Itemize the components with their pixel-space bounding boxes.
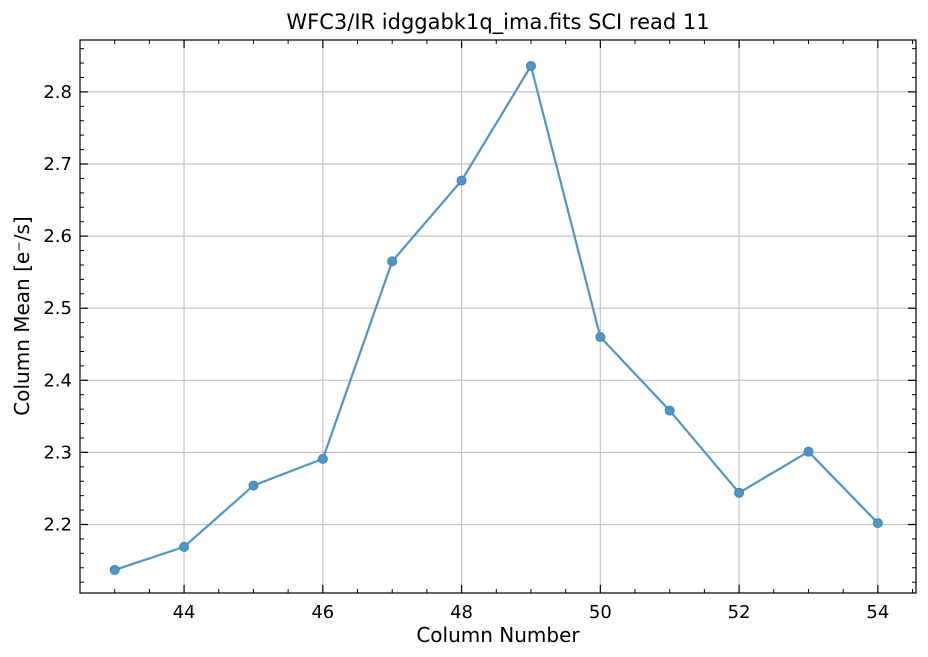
data-point <box>734 487 745 498</box>
data-point <box>317 453 328 464</box>
y-tick-label: 2.7 <box>43 154 72 175</box>
x-tick-label: 48 <box>450 602 473 623</box>
plot-frame <box>79 39 917 594</box>
series-line <box>114 64 879 571</box>
y-tick-label: 2.8 <box>43 82 72 103</box>
x-tick-label: 50 <box>589 602 612 623</box>
x-tick-label: 44 <box>173 602 196 623</box>
grid-lines <box>80 40 916 593</box>
y-tick-label: 2.2 <box>43 515 72 536</box>
data-point <box>872 518 883 529</box>
y-axis-label: Column Mean [e⁻/s] <box>10 216 34 415</box>
data-point <box>387 256 398 267</box>
y-tick-label: 2.4 <box>43 370 72 391</box>
data-point <box>109 564 120 575</box>
data-point <box>456 175 467 186</box>
x-tick-label: 46 <box>311 602 334 623</box>
data-point <box>803 446 814 457</box>
y-tick-label: 2.5 <box>43 298 72 319</box>
x-tick-label: 54 <box>866 602 889 623</box>
tick-labels: 44 46 48 50 52 54 2.2 2.3 2.4 2.5 2.6 2.7 2.8 <box>43 82 889 623</box>
x-tick-label: 52 <box>728 602 751 623</box>
series-layer <box>109 60 883 575</box>
y-tick-label: 2.3 <box>43 442 72 463</box>
data-point <box>595 332 606 343</box>
data-point <box>248 480 259 491</box>
data-point <box>525 60 536 71</box>
axis-ticks <box>79 40 916 593</box>
data-point <box>664 405 675 416</box>
data-point <box>179 541 190 552</box>
y-tick-label: 2.6 <box>43 226 72 247</box>
chart-title: WFC3/IR idggabk1q_ima.fits SCI read 11 <box>286 10 709 35</box>
x-axis-label: Column Number <box>416 623 580 647</box>
